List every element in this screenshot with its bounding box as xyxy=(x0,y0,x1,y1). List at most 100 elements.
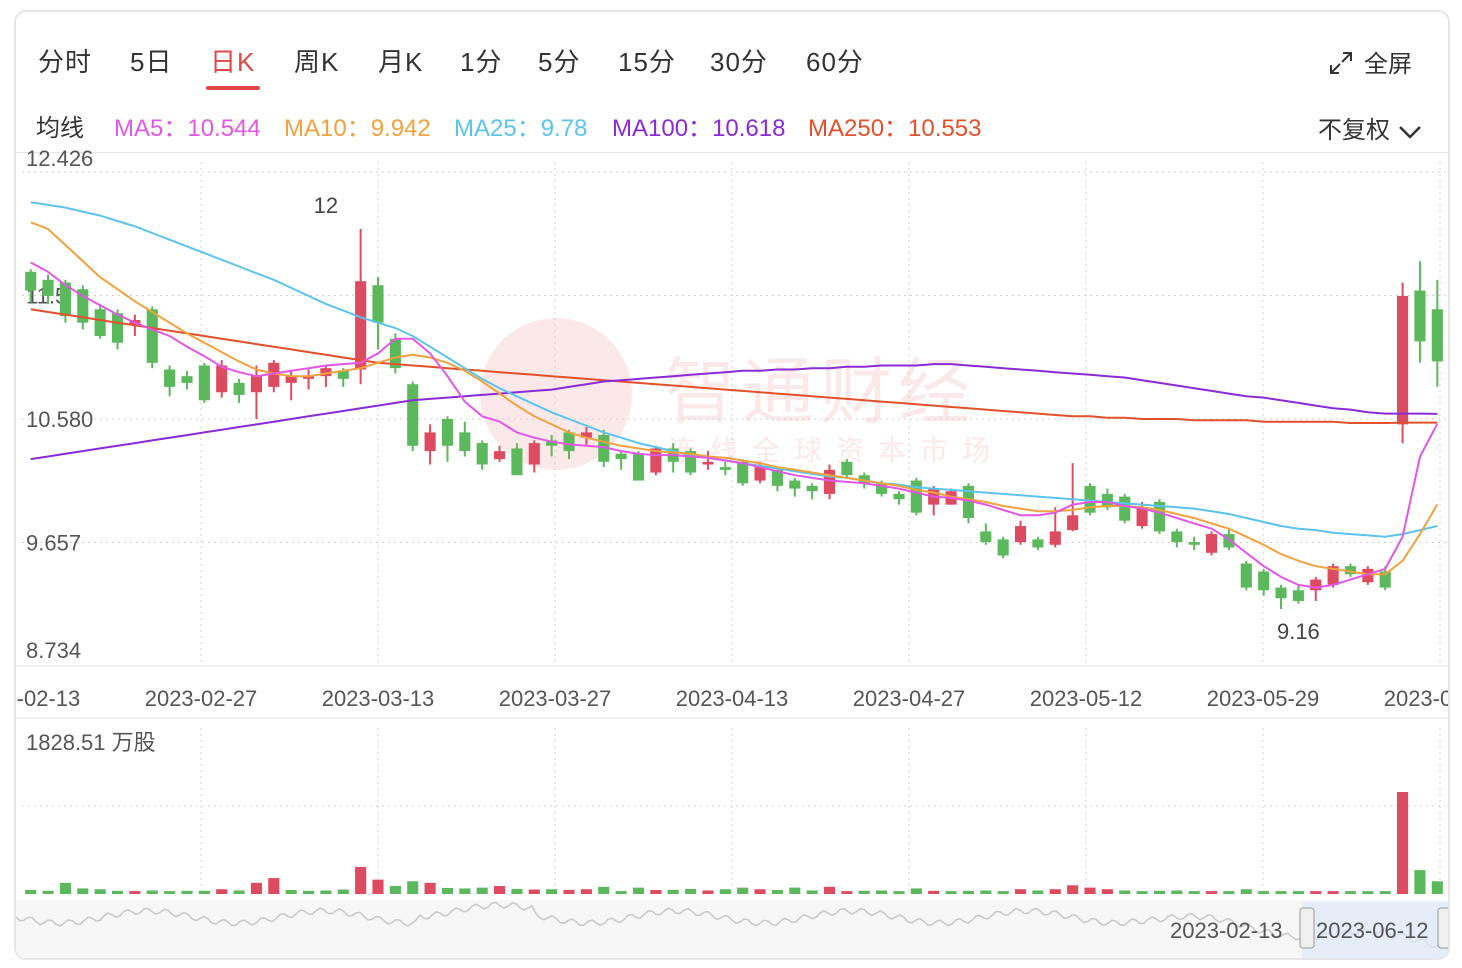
volume-bar xyxy=(962,890,974,894)
volume-bar xyxy=(1101,889,1113,894)
candle-body xyxy=(1206,534,1218,553)
volume-bar xyxy=(1188,891,1200,894)
navigator-sparkline xyxy=(16,901,1448,952)
adjust-dropdown[interactable]: 不复权 xyxy=(1318,110,1422,145)
candle-body xyxy=(25,271,37,291)
kline-chart[interactable]: 智通财经连线全球资本市场12.42611.510.5809.6578.73420… xyxy=(16,12,1450,960)
candle-body xyxy=(407,384,419,446)
volume-bar xyxy=(546,889,558,894)
candle xyxy=(928,485,940,516)
y-tick-label: 9.657 xyxy=(26,531,81,556)
tab-5[interactable]: 月K xyxy=(378,47,424,77)
volume-bar xyxy=(1310,891,1322,894)
ma100-line xyxy=(30,363,1438,461)
volume-bar xyxy=(94,889,106,894)
volume-bar xyxy=(1431,881,1443,894)
ma5-value: MA5：10.544 xyxy=(114,115,261,142)
volume-bar xyxy=(77,888,89,894)
candle xyxy=(528,440,540,473)
volume-bar xyxy=(511,888,523,894)
x-tick-label: 2023-05-29 xyxy=(1207,686,1320,711)
tab-9[interactable]: 30分 xyxy=(710,47,768,77)
volume-bar xyxy=(580,889,592,894)
candle xyxy=(424,424,436,465)
candle xyxy=(789,477,801,497)
tab-6[interactable]: 1分 xyxy=(460,47,503,77)
volume-bar xyxy=(1362,891,1374,894)
volume-bar xyxy=(1153,890,1166,894)
navigator-handle-right[interactable] xyxy=(1437,907,1450,949)
candle-body xyxy=(1067,515,1079,531)
x-tick-label: 2023-06-12 xyxy=(1384,686,1450,711)
candle-body xyxy=(910,480,922,513)
candle-body xyxy=(1119,496,1131,521)
fullscreen-button[interactable]: 全屏 xyxy=(1328,44,1412,79)
candle xyxy=(1327,563,1339,588)
candle-body xyxy=(546,440,558,446)
candle-body xyxy=(459,432,471,452)
candle xyxy=(1379,566,1391,591)
x-tick-label: 2023-02-27 xyxy=(145,686,258,711)
candle xyxy=(823,464,836,500)
candle-body xyxy=(511,448,523,476)
candle xyxy=(1206,531,1218,556)
navigator-track xyxy=(16,900,1448,958)
volume-bar xyxy=(337,889,349,894)
x-tick-label: 2023-05-12 xyxy=(1030,686,1143,711)
volume-bar xyxy=(1206,891,1218,894)
volume-bar xyxy=(320,890,332,894)
candle xyxy=(355,229,367,385)
candle xyxy=(1084,483,1096,516)
candle-body xyxy=(355,281,367,370)
tab-10[interactable]: 60分 xyxy=(806,47,864,77)
candle-body xyxy=(320,368,332,377)
volume-bar xyxy=(1397,792,1409,894)
candle-body xyxy=(1032,539,1044,548)
navigator-handle-left[interactable] xyxy=(1299,907,1315,949)
volume-bar xyxy=(407,881,419,894)
volume-bar xyxy=(1136,891,1148,894)
volume-bar xyxy=(129,891,141,894)
tab-7[interactable]: 5分 xyxy=(538,47,581,77)
candle-body xyxy=(1310,579,1322,591)
volume-bar xyxy=(459,888,471,894)
candle-body xyxy=(893,493,905,500)
volume-bar xyxy=(563,889,575,894)
volume-bar xyxy=(528,889,540,894)
candle xyxy=(389,333,401,374)
candle xyxy=(806,483,818,500)
candle xyxy=(615,451,627,470)
tab-4[interactable]: 周K xyxy=(294,47,340,77)
candle xyxy=(1119,493,1131,524)
volume-bar xyxy=(1223,891,1235,894)
volume-bar xyxy=(910,888,922,894)
candle-body xyxy=(1240,563,1252,588)
volume-bar xyxy=(650,890,662,894)
candle-body xyxy=(1379,571,1391,588)
candle xyxy=(1414,261,1426,363)
candle-body xyxy=(233,382,245,395)
tab-8[interactable]: 15分 xyxy=(618,47,676,77)
candle-body xyxy=(1153,501,1166,532)
candle xyxy=(268,360,280,393)
candle-body xyxy=(1414,290,1426,342)
tab-1[interactable]: 分时 xyxy=(38,47,93,77)
candle-body xyxy=(1188,542,1200,545)
volume-bar xyxy=(719,889,731,894)
candle xyxy=(77,285,89,330)
candle-body xyxy=(111,313,124,343)
candle xyxy=(1014,520,1027,545)
candle-body xyxy=(980,531,992,543)
tab-3[interactable]: 日K xyxy=(210,47,256,77)
candle xyxy=(1397,282,1409,444)
candle-body xyxy=(632,453,645,481)
candle xyxy=(250,365,262,419)
volume-bar xyxy=(441,887,454,894)
volume-bar xyxy=(858,890,870,894)
candle-body xyxy=(337,370,349,379)
chart-widget: 分时 5日 日K 周K 月K 1分 5分 15分 30分 60分 全屏 均线 MA5：10.544… xyxy=(14,10,1450,960)
candle-body xyxy=(1397,295,1409,425)
candle-body xyxy=(1344,566,1357,575)
tab-2[interactable]: 5日 xyxy=(130,47,173,77)
candle-body xyxy=(1223,534,1235,548)
